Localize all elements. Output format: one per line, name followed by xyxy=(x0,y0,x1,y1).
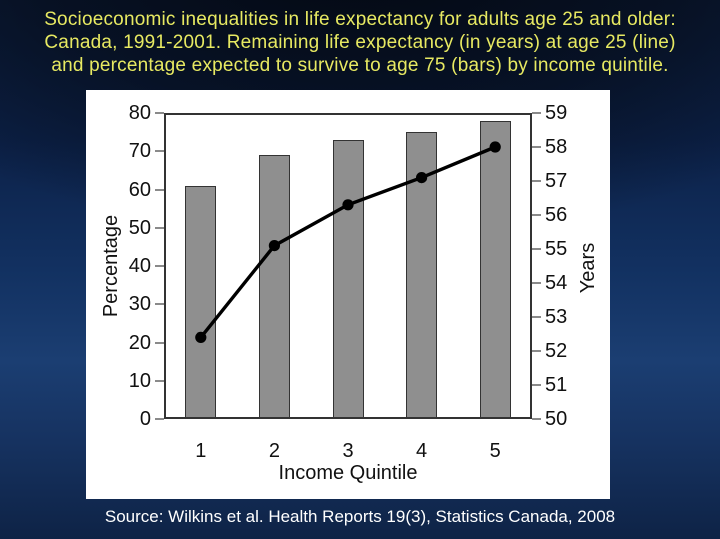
right-axis-tick-label: 59 xyxy=(545,102,568,124)
right-axis-tick-mark xyxy=(532,146,541,148)
life-expectancy-line xyxy=(199,145,496,339)
left-axis-tick-label: 50 xyxy=(128,216,151,239)
line-series-overlay xyxy=(195,141,501,343)
right-axis-tick-mark xyxy=(532,418,541,420)
right-axis-tick-label: 58 xyxy=(545,136,568,158)
x-tick-label-1: 1 xyxy=(195,440,207,462)
left-axis-tick-label: 30 xyxy=(128,293,151,316)
x-tick-label-5: 5 xyxy=(489,440,501,462)
left-axis-tick-mark xyxy=(155,379,164,382)
right-axis-tick-mark xyxy=(532,112,541,114)
line-point-quintile-2 xyxy=(268,240,280,252)
x-tick-label-4: 4 xyxy=(416,440,428,462)
line-point-quintile-3 xyxy=(342,199,354,211)
right-axis-tick-label: 51 xyxy=(545,374,568,396)
left-axis-tick-label: 40 xyxy=(128,255,151,277)
left-axis-tick-label: 20 xyxy=(128,331,151,354)
left-axis-tick-mark xyxy=(155,150,164,153)
x-tick-label-3: 3 xyxy=(342,440,354,462)
bar-quintile-2 xyxy=(258,155,290,419)
right-axis-tick-mark xyxy=(532,384,541,386)
right-axis-tick-mark xyxy=(532,180,541,182)
right-axis-tick-mark xyxy=(532,316,541,318)
chart-panel: Percentage Years Income Quintile 0 10 20 30… xyxy=(86,90,610,499)
plot-area xyxy=(164,113,532,419)
left-axis-tick-mark xyxy=(155,418,164,420)
x-axis-title: Income Quintile xyxy=(278,462,418,484)
left-axis-tick-mark xyxy=(155,226,164,229)
title-line-3: and percentage expected to survive to ag… xyxy=(51,55,669,76)
left-axis-tick-label: 0 xyxy=(139,408,151,430)
right-axis-tick-mark xyxy=(532,248,541,250)
left-axis-tick-label: 70 xyxy=(128,140,151,163)
title-line-1: Socioeconomic inequalities in life expec… xyxy=(44,9,676,30)
line-point-quintile-5 xyxy=(489,141,501,153)
left-axis-tick-mark xyxy=(155,341,164,344)
right-axis-tick-label: 50 xyxy=(545,408,568,430)
left-axis-tick-mark xyxy=(155,303,164,306)
right-axis-tick-label: 56 xyxy=(545,204,568,226)
right-axis-tick-mark xyxy=(532,350,541,352)
right-axis-tick-mark xyxy=(532,282,541,284)
bar-quintile-1 xyxy=(185,185,217,419)
slide-title: Socioeconomic inequalities in life expec… xyxy=(0,8,720,77)
bar-quintile-5 xyxy=(479,120,511,419)
right-axis-tick-label: 52 xyxy=(545,340,568,362)
title-line-2: Canada, 1991-2001. Remaining life expect… xyxy=(44,32,676,53)
source-text: Source: Wilkins et al. Health Reports 19… xyxy=(104,507,616,526)
left-axis-tick-label: 60 xyxy=(128,178,151,201)
right-axis-tick-mark xyxy=(532,214,541,216)
left-axis-tick-mark xyxy=(155,188,164,191)
right-axis-tick-label: 54 xyxy=(545,272,568,294)
right-axis-tick-label: 57 xyxy=(545,170,568,192)
left-axis-tick-mark xyxy=(155,265,164,267)
left-axis-tick-label: 10 xyxy=(128,369,151,392)
left-axis-tick-mark xyxy=(155,112,164,114)
right-axis-tick-label: 55 xyxy=(545,238,568,260)
x-tick-label-2: 2 xyxy=(268,440,280,462)
right-axis-tick-label: 53 xyxy=(545,306,568,328)
line-point-quintile-1 xyxy=(195,331,207,343)
line-point-quintile-4 xyxy=(416,172,428,184)
left-axis-tick-label: 80 xyxy=(128,102,151,124)
